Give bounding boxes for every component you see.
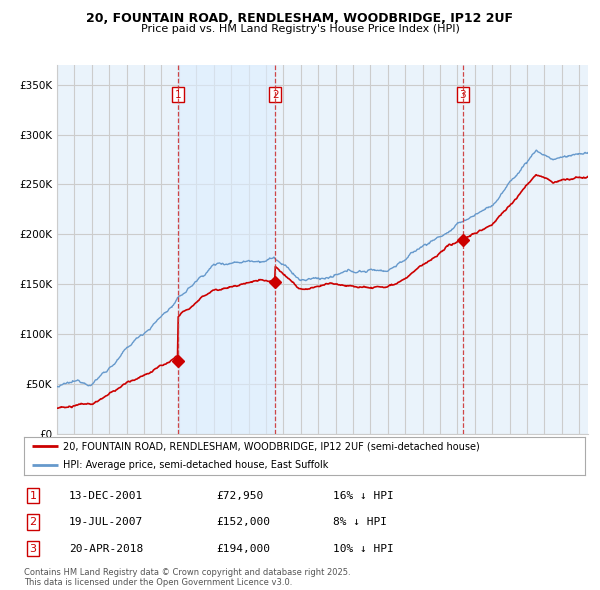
- Text: £152,000: £152,000: [216, 517, 270, 527]
- Text: 8% ↓ HPI: 8% ↓ HPI: [333, 517, 387, 527]
- Text: £194,000: £194,000: [216, 544, 270, 553]
- Text: 1: 1: [175, 90, 181, 100]
- Text: 16% ↓ HPI: 16% ↓ HPI: [333, 491, 394, 500]
- Text: Price paid vs. HM Land Registry's House Price Index (HPI): Price paid vs. HM Land Registry's House …: [140, 24, 460, 34]
- Bar: [178, 65, 275, 434]
- Text: 2: 2: [272, 90, 278, 100]
- Text: 3: 3: [460, 90, 466, 100]
- Text: Contains HM Land Registry data © Crown copyright and database right 2025.: Contains HM Land Registry data © Crown c…: [24, 568, 350, 577]
- Text: 20-APR-2018: 20-APR-2018: [69, 544, 143, 553]
- Text: 20, FOUNTAIN ROAD, RENDLESHAM, WOODBRIDGE, IP12 2UF (semi-detached house): 20, FOUNTAIN ROAD, RENDLESHAM, WOODBRIDG…: [63, 441, 480, 451]
- Text: HPI: Average price, semi-detached house, East Suffolk: HPI: Average price, semi-detached house,…: [63, 460, 329, 470]
- Text: 10% ↓ HPI: 10% ↓ HPI: [333, 544, 394, 553]
- Text: 2: 2: [29, 517, 37, 527]
- Text: 20, FOUNTAIN ROAD, RENDLESHAM, WOODBRIDGE, IP12 2UF: 20, FOUNTAIN ROAD, RENDLESHAM, WOODBRIDG…: [86, 12, 514, 25]
- Text: 13-DEC-2001: 13-DEC-2001: [69, 491, 143, 500]
- Text: 3: 3: [29, 544, 37, 553]
- Text: 19-JUL-2007: 19-JUL-2007: [69, 517, 143, 527]
- Text: £72,950: £72,950: [216, 491, 263, 500]
- Text: 1: 1: [29, 491, 37, 500]
- Text: This data is licensed under the Open Government Licence v3.0.: This data is licensed under the Open Gov…: [24, 578, 292, 587]
